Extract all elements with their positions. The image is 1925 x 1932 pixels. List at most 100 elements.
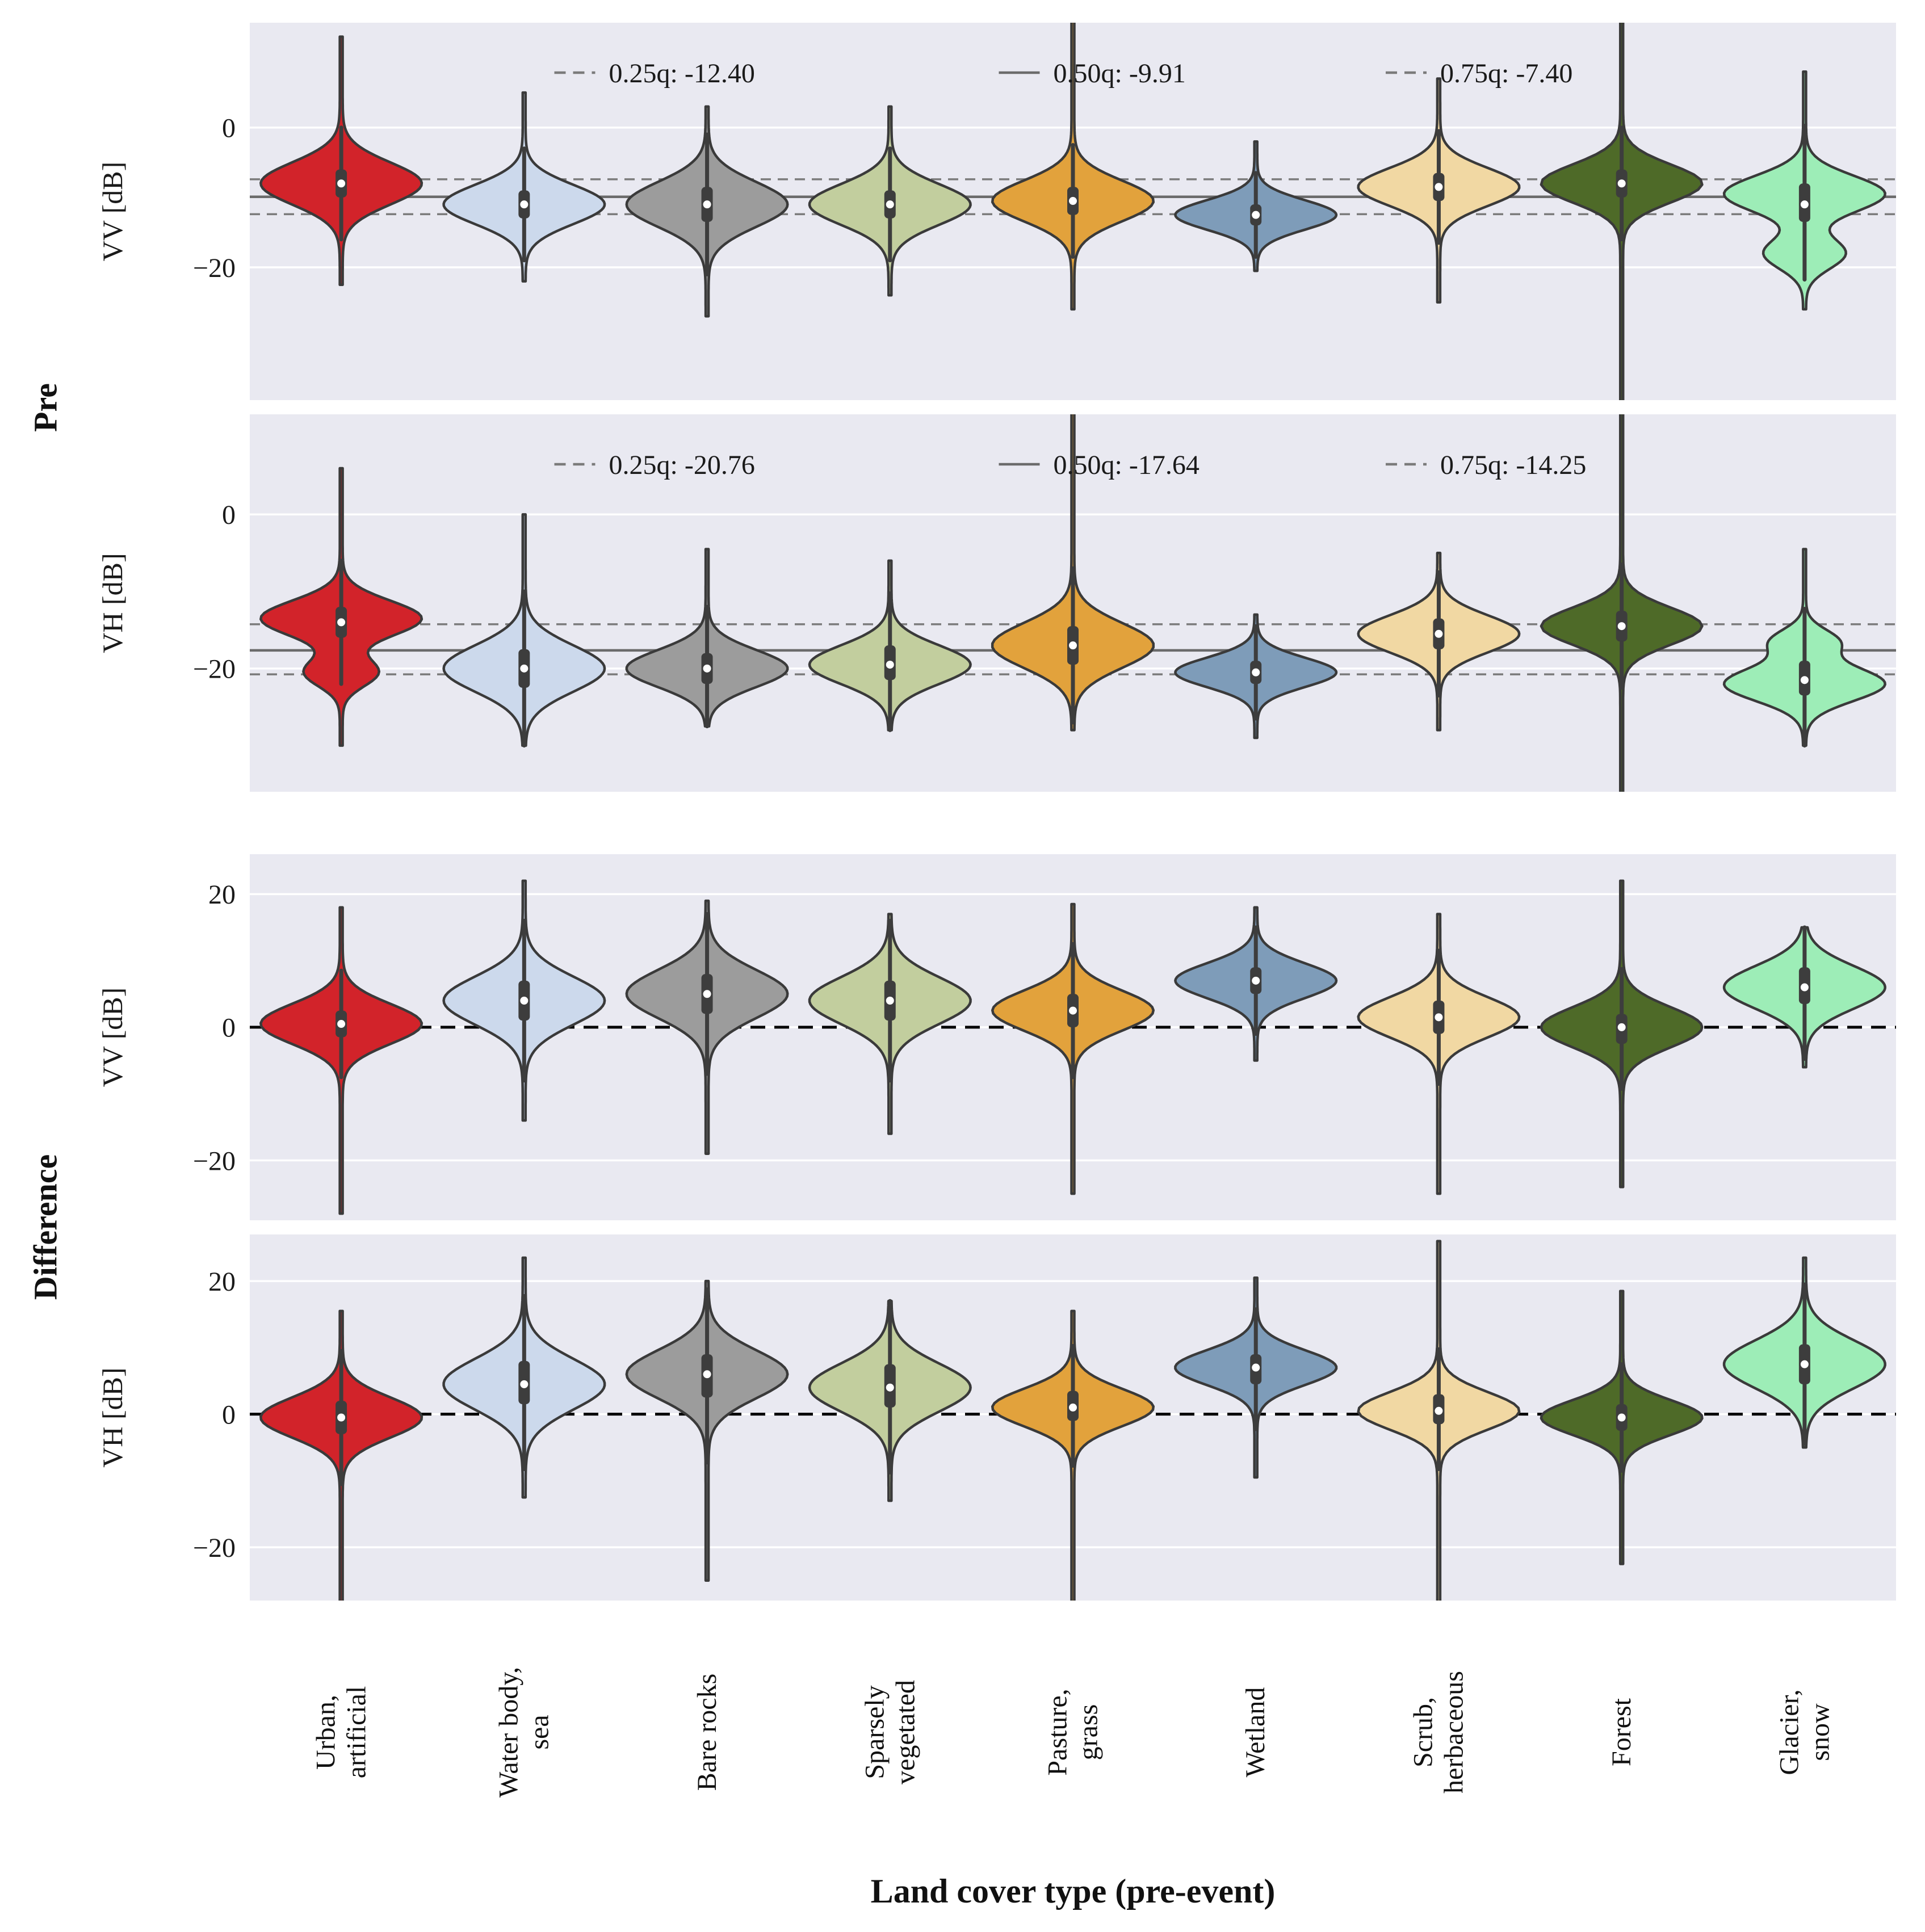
median-dot xyxy=(520,1380,529,1388)
median-dot xyxy=(1435,629,1443,638)
violin-diff-vh-cat7 xyxy=(1540,1290,1704,1565)
y-tick-label: −20 xyxy=(193,253,236,283)
median-dot xyxy=(886,200,894,209)
y-tick-label: 0 xyxy=(222,114,236,144)
median-dot xyxy=(520,664,529,673)
violin-diff-vh-cat0 xyxy=(259,1309,423,1601)
violin-pre-vh-cat2 xyxy=(625,548,789,729)
violin-diff-vv-cat5 xyxy=(1174,906,1338,1062)
violin-diff-vh-cat4 xyxy=(991,1309,1155,1601)
median-dot xyxy=(337,179,346,188)
violin-pre-vh-cat1 xyxy=(442,513,606,748)
y-tick-label: −20 xyxy=(193,1533,236,1563)
violin-diff-vh-cat2 xyxy=(625,1279,789,1582)
violin-diff-vh-cat8 xyxy=(1722,1256,1886,1449)
y-tick-label: 0 xyxy=(222,1400,236,1430)
median-dot xyxy=(1617,179,1626,188)
violin-diff-vv-cat7 xyxy=(1540,879,1704,1188)
category-label: Sparsely vegetated xyxy=(859,1680,920,1784)
violin-pre-vv-cat4 xyxy=(991,23,1155,311)
violin-pre-vv-cat0 xyxy=(259,35,423,287)
median-dot xyxy=(1252,668,1260,677)
y-tick-label: −20 xyxy=(193,654,236,684)
row-group-label-difference: Difference xyxy=(27,1154,64,1300)
violin-pre-vv-cat3 xyxy=(808,105,972,297)
panel-pre-vh: 0 −20 0.25q: -20.76 0.50q: -17.64 0.75q: -14… xyxy=(97,414,1896,792)
violin-pre-vh-cat0 xyxy=(259,467,423,747)
category-label: Water body, sea xyxy=(493,1666,555,1798)
median-dot xyxy=(703,1370,711,1379)
category-label: Glacier, snow xyxy=(1774,1689,1835,1775)
violin-diff-vv-cat8 xyxy=(1722,925,1886,1069)
median-dot xyxy=(1617,1413,1626,1422)
violin-diff-vv-cat1 xyxy=(442,879,606,1122)
median-dot xyxy=(886,997,894,1005)
violin-diff-vv-cat0 xyxy=(259,906,423,1215)
median-dot xyxy=(1800,676,1809,684)
y-tick-label: 0 xyxy=(222,1013,236,1043)
median-dot xyxy=(337,618,346,627)
median-dot xyxy=(520,997,529,1005)
y-tick-label: 0 xyxy=(222,500,236,530)
median-dot xyxy=(703,990,711,998)
violin-pre-vv-cat1 xyxy=(442,91,606,283)
category-label: Scrub, herbaceous xyxy=(1408,1671,1469,1794)
violin-diff-vv-cat4 xyxy=(991,902,1155,1195)
violin-pre-vv-cat5 xyxy=(1174,140,1338,272)
legend-label: 0.75q: -14.25 xyxy=(1440,450,1586,480)
violin-diff-vh-cat6 xyxy=(1357,1240,1521,1601)
category-label: Pasture, grass xyxy=(1042,1689,1103,1776)
category-label: Forest xyxy=(1606,1698,1637,1766)
median-dot xyxy=(1252,211,1260,219)
median-dot xyxy=(1069,641,1077,650)
median-dot xyxy=(1800,200,1809,209)
legend-label: 0.50q: -9.91 xyxy=(1054,58,1186,89)
panel-pre-vv: 0 −20 0.25q: -12.40 0.50q: -9.91 0.75q: -7.4… xyxy=(97,23,1896,400)
panel-diff-vh: 20 0 −20 VH [dB] xyxy=(97,1234,1896,1601)
violin-diff-vv-cat6 xyxy=(1357,913,1521,1195)
violin-diff-vh-cat1 xyxy=(442,1256,606,1499)
median-dot xyxy=(1252,976,1260,985)
legend-label: 0.50q: -17.64 xyxy=(1054,450,1200,480)
violin-pre-vh-cat3 xyxy=(808,559,972,732)
median-dot xyxy=(703,664,711,673)
category-label: Wetland xyxy=(1240,1687,1271,1778)
median-dot xyxy=(1435,1406,1443,1415)
median-dot xyxy=(337,1020,346,1028)
y-axis-label: VV [dB] xyxy=(97,988,128,1087)
violin-pre-vv-cat7 xyxy=(1540,23,1704,400)
x-axis-title: Land cover type (pre-event) xyxy=(870,1872,1276,1910)
violin-pre-vv-cat2 xyxy=(625,105,789,318)
violin-pre-vh-cat7 xyxy=(1540,414,1704,792)
median-dot xyxy=(886,661,894,669)
median-dot xyxy=(703,200,711,209)
median-dot xyxy=(1617,622,1626,631)
legend-label: 0.75q: -7.40 xyxy=(1440,58,1572,89)
median-dot xyxy=(1435,1013,1443,1022)
category-label: Urban, artificial xyxy=(311,1686,372,1779)
panel-diff-vv: 20 0 −20 VV [dB] xyxy=(97,854,1896,1220)
violin-pre-vh-cat8 xyxy=(1722,548,1886,748)
median-dot xyxy=(1435,183,1443,191)
violin-diff-vh-cat3 xyxy=(808,1299,972,1502)
median-dot xyxy=(1252,1363,1260,1372)
y-axis-label: VH [dB] xyxy=(97,553,128,653)
violin-pre-vh-cat5 xyxy=(1174,613,1338,740)
median-dot xyxy=(886,1383,894,1392)
median-dot xyxy=(1800,1360,1809,1368)
y-tick-label: 20 xyxy=(208,880,236,910)
violin-diff-vh-cat5 xyxy=(1174,1276,1338,1479)
y-tick-label: 20 xyxy=(208,1267,236,1297)
median-dot xyxy=(337,1413,346,1422)
violin-pre-vv-cat8 xyxy=(1722,70,1886,311)
median-dot xyxy=(1069,197,1077,205)
violin-diff-vv-cat3 xyxy=(808,913,972,1135)
median-dot xyxy=(1617,1023,1626,1031)
median-dot xyxy=(1069,1006,1077,1015)
violin-pre-vv-cat6 xyxy=(1357,77,1521,304)
median-dot xyxy=(520,200,529,209)
row-group-label-pre: Pre xyxy=(27,383,64,432)
y-axis-label: VV [dB] xyxy=(97,162,128,261)
violin-pre-vh-cat6 xyxy=(1357,552,1521,732)
